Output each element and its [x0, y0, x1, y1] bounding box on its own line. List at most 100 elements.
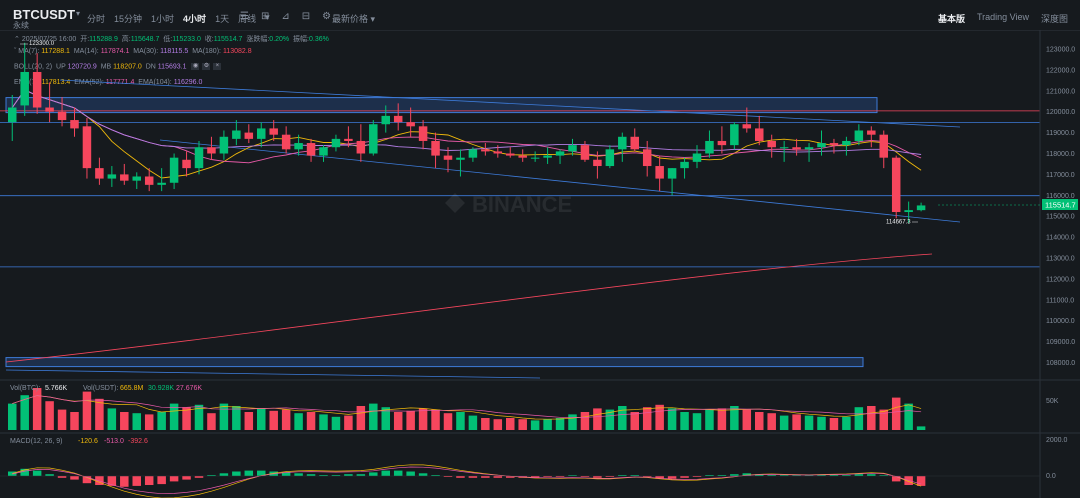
volume-bar	[804, 415, 814, 430]
macd-hist-bar	[817, 475, 826, 476]
high-marker: 123300.0	[29, 41, 55, 47]
volume-ma10-line	[12, 395, 922, 418]
volume-bar	[692, 413, 702, 430]
volume-bar	[57, 409, 67, 430]
volume-bar	[232, 406, 241, 430]
volume-bar	[45, 401, 54, 430]
interval-dropdown-icon[interactable]: ▾	[265, 12, 270, 22]
price-tick-label: 123000.0	[1046, 47, 1075, 54]
macd-hist-bar	[705, 475, 714, 476]
price-tick-label: 112000.0	[1046, 276, 1075, 283]
low-marker: 114667.3	[886, 220, 911, 226]
candle-body	[393, 115, 403, 123]
gear-icon[interactable]: ⚙	[322, 11, 332, 22]
interval-6[interactable]: 周线	[238, 14, 257, 24]
macd-hist-bar	[692, 476, 702, 477]
volume-bar	[95, 398, 104, 430]
collapse-icon[interactable]: ⌃	[14, 36, 20, 43]
interval-1[interactable]: 分时	[87, 14, 106, 24]
volume-bar	[294, 413, 303, 430]
close-value: 115514.7	[213, 36, 243, 43]
macd-hist-bar	[431, 475, 440, 476]
macd-hist-bar	[45, 474, 54, 476]
candle-body	[132, 176, 141, 181]
close-indicator-icon[interactable]: ×	[213, 63, 222, 70]
macd-hist-bar	[792, 475, 801, 476]
macd-hist-bar	[57, 476, 67, 478]
volume-bar	[506, 418, 515, 430]
ma30-label: MA(30):	[133, 48, 159, 55]
boll-up-label: UP	[56, 63, 66, 71]
ma-row: ˇ MA(7): 117288.1 MA(14): 117874.1 MA(30…	[14, 48, 252, 55]
volume-bar	[916, 426, 926, 430]
latest-price-dropdown[interactable]: 最新价格 ▾	[332, 14, 376, 24]
volume-axis-tick: 50K	[1046, 398, 1059, 405]
settings-indicator-icon[interactable]: ⚙	[202, 63, 211, 70]
macd-hist-bar	[829, 475, 839, 476]
candle-body	[904, 210, 913, 213]
volume-bar	[381, 407, 390, 430]
high-label: 高:	[121, 36, 131, 43]
view-basic[interactable]: 基本版	[937, 14, 965, 24]
price-tick-label: 118000.0	[1046, 151, 1075, 158]
symbol-subtitle: 永续	[13, 21, 29, 30]
macd-hist-bar	[730, 474, 739, 476]
volume-bar	[120, 412, 129, 430]
macd-dif-line	[12, 464, 922, 498]
macd-dea-line	[12, 466, 922, 495]
interval-3[interactable]: 1小时	[151, 14, 175, 24]
interval-5[interactable]: 1天	[215, 14, 230, 24]
candle-body	[555, 151, 565, 156]
candle-date: 2025/07/25 16:00	[21, 36, 77, 43]
volume-bar	[269, 410, 278, 430]
volume-bar	[393, 412, 403, 430]
ema104-label: EMA(104):	[138, 79, 172, 86]
close-label: 收:	[204, 36, 214, 43]
candle-body	[257, 128, 266, 139]
macd-dif-value: -120.6	[78, 438, 98, 445]
macd-axis-tick-top: 2000.0	[1046, 437, 1068, 444]
ma30-line	[11, 89, 922, 155]
macd-hist-bar	[468, 476, 478, 478]
binance-watermark: BINANCE	[445, 192, 572, 217]
volume-bar	[842, 416, 851, 430]
volume-bar	[642, 407, 652, 430]
volume-bar	[418, 408, 428, 430]
symbol-title[interactable]: BTCUSDT	[13, 7, 76, 22]
candle-body	[879, 134, 888, 158]
volume-bar	[730, 406, 739, 430]
drawing-tools-icon[interactable]: ☰	[240, 11, 249, 22]
interval-2[interactable]: 15分钟	[114, 14, 143, 24]
price-tick-label: 117000.0	[1046, 172, 1075, 179]
macd-hist-bar	[593, 476, 602, 478]
macd-hist-bar	[406, 471, 415, 476]
ma-indicator-icon[interactable]: ˇ	[14, 48, 17, 55]
macd-hist-bar	[281, 472, 291, 476]
view-tradingview[interactable]: Trading View	[976, 12, 1029, 22]
macd-hist-bar	[530, 476, 540, 478]
indicators-icon[interactable]: ⊿	[281, 11, 290, 22]
volume-bar	[481, 418, 490, 430]
view-depth[interactable]: 深度图	[1040, 14, 1068, 24]
candle-body	[418, 126, 428, 141]
hide-indicator-icon[interactable]: ◉	[191, 63, 200, 70]
macd-hist-bar	[481, 476, 490, 478]
candles-group	[8, 42, 926, 224]
layout-icon[interactable]: ⊟	[301, 11, 311, 22]
volume-bar	[144, 414, 154, 430]
candle-body	[481, 149, 490, 152]
candle-body	[244, 132, 254, 139]
volume-bar	[779, 415, 789, 430]
macd-hist-bar	[393, 470, 403, 476]
candle-body	[891, 157, 901, 213]
price-tick-label: 121000.0	[1046, 88, 1075, 95]
price-axis: 123000.0 122000.0 121000.0 120000.0 119000.0…	[1046, 47, 1075, 368]
symbol-dropdown-icon[interactable]: ▾	[76, 9, 81, 18]
candle-body	[20, 71, 29, 106]
interval-4[interactable]: 4小时	[183, 14, 207, 24]
macd-hist-bar	[779, 475, 789, 476]
volume-bar	[867, 406, 876, 430]
chart-settings-icon[interactable]: ⊞	[260, 11, 270, 22]
candle-body	[493, 151, 503, 154]
